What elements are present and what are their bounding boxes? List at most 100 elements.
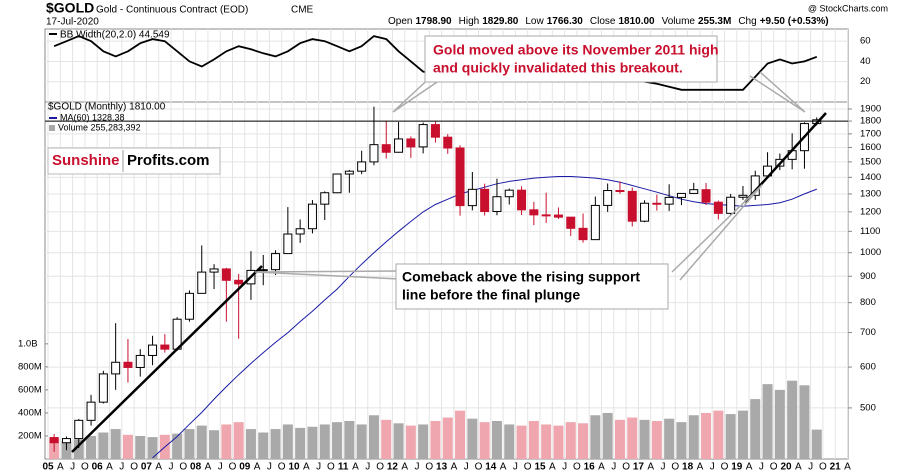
x-tick-label: 16 (584, 462, 596, 473)
x-tick-label: O (622, 462, 630, 473)
y-tick-label: 1400 (860, 172, 881, 183)
volume-bar (110, 429, 121, 459)
volume-bar (602, 412, 613, 459)
quote-part: Open (388, 16, 412, 27)
candle-body (578, 227, 588, 241)
volume-bar (528, 420, 539, 459)
y-tick-label: 20 (860, 76, 871, 87)
volume-bar (676, 422, 687, 459)
volume-bar (196, 425, 207, 459)
candle-body (443, 136, 453, 149)
y-tick-label: 800M (18, 361, 42, 372)
x-tick-label: J (267, 462, 272, 473)
x-tick-label: J (365, 462, 370, 473)
date: 17-Jul-2020 (46, 17, 99, 28)
volume-bar (590, 415, 601, 459)
logo-text: Sunshine (52, 152, 120, 169)
candle-body (160, 344, 170, 350)
y-tick-label: 600 (860, 362, 876, 373)
volume-bar (651, 420, 662, 459)
annotation: and quickly invalidated this breakout. (433, 60, 683, 76)
candle-body (529, 209, 539, 216)
quote-part: +9.50 (+0.53%) (760, 16, 829, 27)
quote-part: Chg (738, 16, 756, 27)
x-tick-label: 05 (42, 462, 54, 473)
volume-bar (147, 437, 158, 459)
x-tick-label: A (598, 462, 605, 473)
y-tick-label: 1700 (860, 128, 881, 139)
y-tick-label: 500 (860, 402, 876, 413)
x-tick-label: A (57, 462, 64, 473)
x-tick-label: 17 (633, 462, 645, 473)
quote-part: 1829.80 (482, 16, 519, 27)
x-tick-label: 19 (731, 462, 743, 473)
chart-title: $GOLD (46, 0, 94, 16)
x-tick-label: 20 (780, 462, 792, 473)
volume-bar (455, 410, 466, 459)
x-tick-label: A (795, 462, 802, 473)
y-tick-label: 1800 (860, 116, 881, 127)
volume-bar (430, 420, 441, 459)
x-tick-label: J (169, 462, 174, 473)
x-tick-label: 13 (436, 462, 448, 473)
x-tick-label: J (661, 462, 666, 473)
candle-body (234, 279, 244, 285)
candle-body (689, 189, 699, 194)
candle-body (209, 268, 219, 273)
x-tick-label: 21 (830, 462, 842, 473)
y-tick-label: 1900 (860, 103, 881, 114)
volume-bar (688, 415, 699, 459)
candle-body (61, 438, 71, 444)
y-tick-label: 600M (18, 384, 42, 395)
candle-body (148, 344, 158, 356)
volume-bar (368, 415, 379, 459)
candle-body (664, 196, 674, 205)
y-tick-label: 1200 (860, 206, 881, 217)
x-tick-label: A (549, 462, 556, 473)
volume-bar (578, 423, 589, 459)
volume-bar (701, 412, 712, 459)
candle-body (726, 196, 736, 214)
x-tick-label: A (451, 462, 458, 473)
logo-part (50, 150, 122, 172)
candle-body (49, 437, 59, 444)
volume-bar (344, 420, 355, 459)
volume-bar (319, 424, 330, 459)
x-tick-label: O (376, 462, 384, 473)
subtitle: Gold - Continuous Contract (EOD) (96, 5, 248, 16)
y-tick-label: 1600 (860, 142, 881, 153)
candle-body (455, 147, 465, 207)
x-tick-label: 09 (239, 462, 251, 473)
candle-body (590, 204, 600, 241)
y-tick-label: 400M (18, 407, 42, 418)
candle-body (701, 189, 711, 203)
x-tick-label: J (562, 462, 567, 473)
x-tick-label: A (155, 462, 162, 473)
volume-bar (725, 414, 736, 459)
candle-body (332, 173, 342, 194)
volume-bar (565, 422, 576, 459)
volume-bar (86, 435, 97, 459)
candle-body (98, 373, 108, 403)
candle-body (295, 228, 305, 235)
candle-body (738, 194, 748, 198)
x-tick-label: J (464, 462, 469, 473)
x-tick-label: J (759, 462, 764, 473)
volume-bar (209, 430, 220, 459)
x-tick-label: A (500, 462, 507, 473)
x-tick-label: A (401, 462, 408, 473)
legend-icon (49, 125, 55, 131)
volume-bar (737, 410, 748, 459)
quote-part: High (459, 16, 480, 27)
x-tick-label: 06 (92, 462, 104, 473)
x-tick-label: J (316, 462, 321, 473)
legend-volume: Volume 255,283,392 (58, 122, 141, 132)
candle-body (320, 192, 330, 205)
volume-bar (811, 429, 822, 459)
candle-body (541, 214, 551, 217)
candle-body (197, 271, 207, 294)
candle-body (344, 170, 354, 175)
x-tick-label: O (425, 462, 433, 473)
y-tick-label: 1300 (860, 188, 881, 199)
